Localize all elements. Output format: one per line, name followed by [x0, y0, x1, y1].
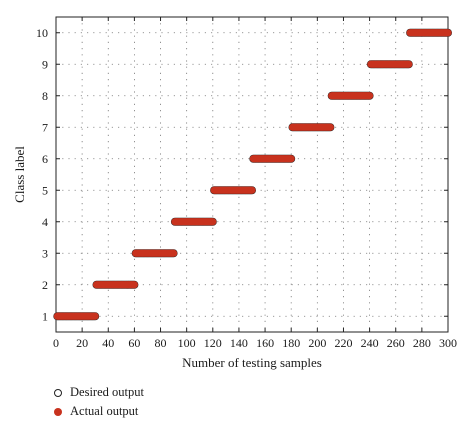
x-tick-label: 240	[361, 336, 379, 350]
y-axis-label: Class label	[12, 146, 27, 203]
x-tick-label: 200	[308, 336, 326, 350]
filled-circle-icon	[54, 408, 62, 416]
series-desired-output	[53, 28, 452, 321]
x-tick-label: 180	[282, 336, 300, 350]
x-tick-label: 140	[230, 336, 248, 350]
actual-output-point	[209, 218, 217, 226]
axis-ticks: 0 20 40 60 80 100 120 140 160 180 200 220 240 260 280 3…	[36, 17, 457, 350]
x-tick-label: 300	[439, 336, 457, 350]
data-marks	[53, 28, 452, 321]
x-tick-label: 220	[334, 336, 352, 350]
x-tick-label: 0	[53, 336, 59, 350]
y-tick-label: 3	[42, 246, 48, 260]
actual-output-point	[170, 249, 178, 257]
legend-item-actual: Actual output	[54, 404, 354, 422]
legend-label-desired: Desired output	[70, 385, 144, 399]
x-tick-label: 120	[204, 336, 222, 350]
x-axis-label: Number of testing samples	[182, 355, 322, 370]
plot-frame	[55, 16, 449, 333]
y-tick-label: 8	[42, 89, 48, 103]
actual-output-point	[444, 29, 452, 37]
x-tick-label: 260	[387, 336, 405, 350]
y-tick-label: 4	[42, 215, 48, 229]
actual-output-point	[326, 123, 334, 131]
y-tick-label: 1	[42, 309, 48, 323]
x-tick-label: 60	[128, 336, 140, 350]
x-tick-label: 280	[413, 336, 431, 350]
x-tick-label: 40	[102, 336, 114, 350]
y-tick-label: 2	[42, 278, 48, 292]
actual-output-point	[130, 281, 138, 289]
x-tick-label: 80	[155, 336, 167, 350]
actual-output-point	[248, 186, 256, 194]
legend-label-actual: Actual output	[70, 404, 139, 418]
y-tick-label: 5	[42, 183, 48, 197]
series-actual-output	[53, 29, 452, 320]
x-tick-label: 100	[178, 336, 196, 350]
chart-figure: 0 20 40 60 80 100 120 140 160 180 200 220 240 260 280 3…	[12, 16, 457, 370]
y-tick-label: 6	[42, 152, 48, 166]
legend-item-desired: Desired output	[54, 385, 354, 403]
y-tick-label: 9	[42, 57, 48, 71]
actual-output-point	[405, 60, 413, 68]
actual-output-point	[287, 155, 295, 163]
y-tick-label: 10	[36, 26, 48, 40]
x-tick-label: 20	[76, 336, 88, 350]
actual-output-point	[366, 92, 374, 100]
y-tick-label: 7	[42, 120, 48, 134]
actual-output-point	[91, 312, 99, 320]
open-circle-icon	[54, 389, 62, 397]
x-tick-label: 160	[256, 336, 274, 350]
